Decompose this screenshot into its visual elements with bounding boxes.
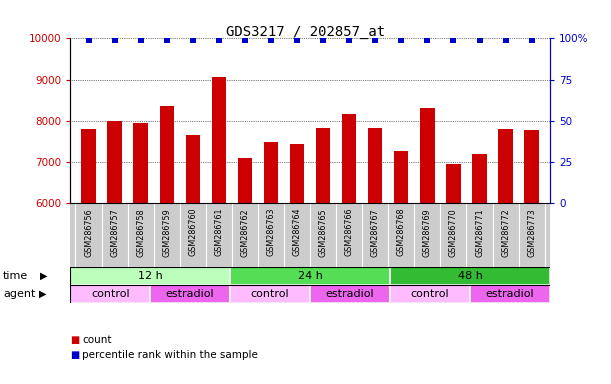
Point (162, 37, 172, 43)
Bar (290, 144, 304, 384)
Text: GSM286767: GSM286767 (371, 208, 380, 257)
Text: 48 h: 48 h (458, 271, 483, 281)
Point (292, 37, 302, 43)
Bar (342, 114, 356, 384)
Text: estradiol: estradiol (166, 289, 214, 299)
Bar (446, 164, 461, 384)
Text: control: control (411, 289, 449, 299)
Text: GSM286759: GSM286759 (162, 208, 171, 257)
Text: 12 h: 12 h (138, 271, 163, 281)
Bar (264, 142, 278, 384)
Text: time: time (3, 271, 28, 281)
Text: control: control (91, 289, 130, 299)
Bar (230, 285, 310, 303)
Text: GSM286760: GSM286760 (188, 208, 197, 257)
Text: GSM286762: GSM286762 (240, 208, 249, 257)
Point (500, 37, 510, 43)
Point (370, 37, 380, 43)
Bar (394, 151, 409, 384)
Bar (368, 128, 382, 384)
Text: GSM286761: GSM286761 (214, 208, 224, 257)
Text: GSM286771: GSM286771 (475, 208, 484, 257)
Point (136, 37, 145, 43)
Text: GSM286758: GSM286758 (136, 208, 145, 257)
Bar (310, 285, 390, 303)
Point (422, 37, 432, 43)
Bar (70, 285, 150, 303)
Bar (390, 267, 550, 285)
Point (527, 37, 536, 43)
Bar (230, 267, 390, 285)
Bar (150, 285, 230, 303)
Text: estradiol: estradiol (486, 289, 534, 299)
Text: ▶: ▶ (38, 289, 46, 299)
Bar (238, 157, 252, 384)
Bar (470, 285, 550, 303)
Bar (81, 129, 96, 384)
Point (84, 37, 93, 43)
Point (110, 37, 120, 43)
Bar (420, 108, 434, 384)
Text: GSM286769: GSM286769 (423, 208, 432, 257)
Bar (133, 122, 148, 384)
Text: percentile rank within the sample: percentile rank within the sample (82, 350, 258, 360)
Point (397, 37, 406, 43)
Point (448, 37, 458, 43)
Text: GSM286763: GSM286763 (266, 208, 276, 257)
Text: control: control (251, 289, 290, 299)
Text: count: count (82, 335, 112, 345)
Text: GSM286770: GSM286770 (449, 208, 458, 257)
Text: GDS3217 / 202857_at: GDS3217 / 202857_at (226, 25, 385, 39)
Text: ▶: ▶ (40, 271, 47, 281)
Bar (70, 267, 230, 285)
Text: GSM286766: GSM286766 (345, 208, 354, 257)
Text: 24 h: 24 h (298, 271, 323, 281)
Text: GSM286773: GSM286773 (527, 208, 536, 257)
Point (266, 37, 276, 43)
Text: GSM286756: GSM286756 (84, 208, 93, 257)
Point (344, 37, 354, 43)
Text: GSM286772: GSM286772 (501, 208, 510, 257)
Text: GSM286765: GSM286765 (318, 208, 327, 257)
Text: estradiol: estradiol (326, 289, 375, 299)
Text: ■: ■ (70, 350, 79, 360)
Point (214, 37, 224, 43)
Bar (108, 121, 122, 384)
Point (240, 37, 250, 43)
Bar (186, 135, 200, 384)
Point (188, 37, 198, 43)
Point (318, 37, 328, 43)
Text: agent: agent (3, 289, 35, 299)
Bar (390, 285, 470, 303)
Text: GSM286757: GSM286757 (110, 208, 119, 257)
Point (475, 37, 485, 43)
Bar (316, 128, 331, 384)
Text: ■: ■ (70, 335, 79, 345)
Bar (159, 106, 174, 384)
Text: GSM286768: GSM286768 (397, 208, 406, 257)
Text: GSM286764: GSM286764 (293, 208, 302, 257)
Bar (211, 78, 226, 384)
Bar (499, 129, 513, 384)
Bar (472, 154, 487, 384)
Bar (524, 130, 539, 384)
